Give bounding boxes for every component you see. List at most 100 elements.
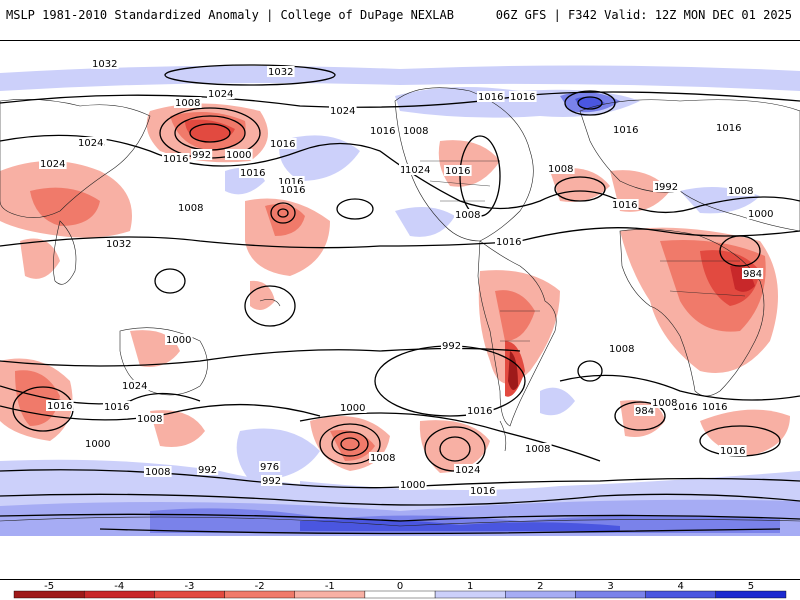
isobar-label-bg xyxy=(402,125,430,136)
isobar-label-bg xyxy=(269,138,297,149)
isobar-label: 1032 xyxy=(92,59,117,70)
isobar-label-bg xyxy=(162,153,190,164)
isobar-label-bg xyxy=(165,334,193,345)
isobar-label: 1016 xyxy=(240,168,265,179)
isobar-label-bg xyxy=(612,124,640,135)
isobar-label: 1008 xyxy=(548,164,573,175)
isobar-labels: 1032102410089921000101610241016100810161… xyxy=(39,58,775,497)
colorbar-tick-label: 2 xyxy=(537,581,543,592)
isobar-label-bg xyxy=(715,122,743,133)
isobar-label-bg xyxy=(329,105,357,116)
isobar-label: 1024 xyxy=(208,89,233,100)
isobar-label: 992 xyxy=(262,476,281,487)
isobar-label: 1008 xyxy=(145,467,170,478)
coastlines xyxy=(0,87,800,527)
isobar-label: 1016 xyxy=(163,154,188,165)
isobar-label-bg xyxy=(77,137,105,148)
isobar-label-bg xyxy=(39,158,67,169)
colorbar-ticks: -5 -4 -3 -2 -1 0 1 2 3 4 5 xyxy=(44,581,754,592)
colorbar-swatches xyxy=(13,590,787,599)
colorbar: -5 -4 -3 -2 -1 0 1 2 3 4 5 xyxy=(13,581,787,599)
colorbar-tick-label: 0 xyxy=(397,581,403,592)
isobar-label-bg xyxy=(477,91,505,102)
negative-anomaly-shading xyxy=(0,103,790,473)
isobar-label-bg xyxy=(651,397,679,408)
isobar-label-bg xyxy=(369,125,397,136)
colorbar-tick-label: 3 xyxy=(607,581,613,592)
isobar-label: 1000 xyxy=(400,480,425,491)
isobar-label-bg xyxy=(121,380,149,391)
isobar-label: 1016 xyxy=(278,177,303,188)
isobar-label-bg xyxy=(404,164,432,175)
isobar-label-bg xyxy=(277,176,305,187)
isobar-label: 992 xyxy=(198,465,217,476)
isobar-label-bg xyxy=(495,236,523,247)
isobar-label: 1016 xyxy=(280,185,305,196)
isobar-label: 1016 xyxy=(478,92,503,103)
isobar-label: 1008 xyxy=(175,98,200,109)
isobar-label: 1016 xyxy=(270,139,295,150)
isobar-label-bg xyxy=(524,443,552,454)
colorbar-swatch xyxy=(154,590,225,599)
isobar-label-bg xyxy=(719,445,747,456)
isobar-label-bg xyxy=(46,400,74,411)
colorbar-tick-label: 4 xyxy=(678,581,684,592)
isobar-label: 1032 xyxy=(106,239,131,250)
isobar-label: 1016 xyxy=(672,402,697,413)
isobar-label: 1008 xyxy=(370,453,395,464)
isobar-label-bg xyxy=(454,209,482,220)
colorbar-swatch xyxy=(294,590,366,599)
isobar-label: 1016 xyxy=(47,401,72,412)
isobar-label-bg xyxy=(259,461,281,472)
colorbar-swatch xyxy=(434,590,506,599)
colorbar-tick-label: -3 xyxy=(184,581,194,592)
map-canvas: 1032102410089921000101610241016100810161… xyxy=(0,58,800,536)
isobar-label-bg xyxy=(671,401,699,412)
isobar-label-bg xyxy=(634,405,656,416)
isobar-label: 1016 xyxy=(702,402,727,413)
colorbar-tick-label: -2 xyxy=(255,581,265,592)
isobar-label: 1016 xyxy=(612,200,637,211)
isobar-label: 1000 xyxy=(85,439,110,450)
isobar-label: 1008 xyxy=(137,414,162,425)
isobar-label: 1000 xyxy=(166,335,191,346)
colorbar-tick-label: 5 xyxy=(748,581,754,592)
isobar-label: 1016 xyxy=(467,406,492,417)
isobar-label: 1008 xyxy=(609,344,634,355)
isobar-label-bg xyxy=(279,184,307,195)
colorbar-tick-label: 1 xyxy=(467,581,473,592)
colorbar-swatch xyxy=(224,590,295,599)
isobar-label: 992 xyxy=(192,150,211,161)
isobar-label: 1024 xyxy=(330,106,355,117)
isobar-label: 1008 xyxy=(525,444,550,455)
isobar-label-bg xyxy=(658,181,680,192)
isobar-label: 1016 xyxy=(370,126,395,137)
isobar-label-bg xyxy=(267,66,295,77)
isobar-label: 1000 xyxy=(226,150,251,161)
colorbar-tick-label: -4 xyxy=(114,581,124,592)
isobar-label: 1016 xyxy=(470,486,495,497)
isobar-label-bg xyxy=(608,343,636,354)
colorbar-swatch xyxy=(645,590,717,599)
isobar-label: 992 xyxy=(442,341,461,352)
isobar-label-bg xyxy=(339,402,367,413)
isobar-label: 1016 xyxy=(104,402,129,413)
isobar-label: 1016 xyxy=(496,237,521,248)
isobar-label-bg xyxy=(469,485,497,496)
isobar-label-bg xyxy=(466,405,494,416)
isobar-label-bg xyxy=(207,88,235,99)
colorbar-tick-label: -1 xyxy=(325,581,335,592)
isobar-label-bg xyxy=(747,208,775,219)
isobar-label: 1032 xyxy=(268,67,293,78)
positive-anomaly-shading xyxy=(0,65,800,536)
isobar-label: 1024 xyxy=(405,165,430,176)
isobar-label: 1016 xyxy=(510,92,535,103)
isobar-label: 1016 xyxy=(716,123,741,134)
isobar-label: 1024 xyxy=(40,159,65,170)
isobar-label-bg xyxy=(91,58,119,69)
isobar-label: 1000 xyxy=(340,403,365,414)
isobar-label-bg xyxy=(509,91,537,102)
isobar-label-bg xyxy=(144,466,172,477)
isobar-label-bg xyxy=(444,165,472,176)
isobar-label-bg xyxy=(197,464,219,475)
